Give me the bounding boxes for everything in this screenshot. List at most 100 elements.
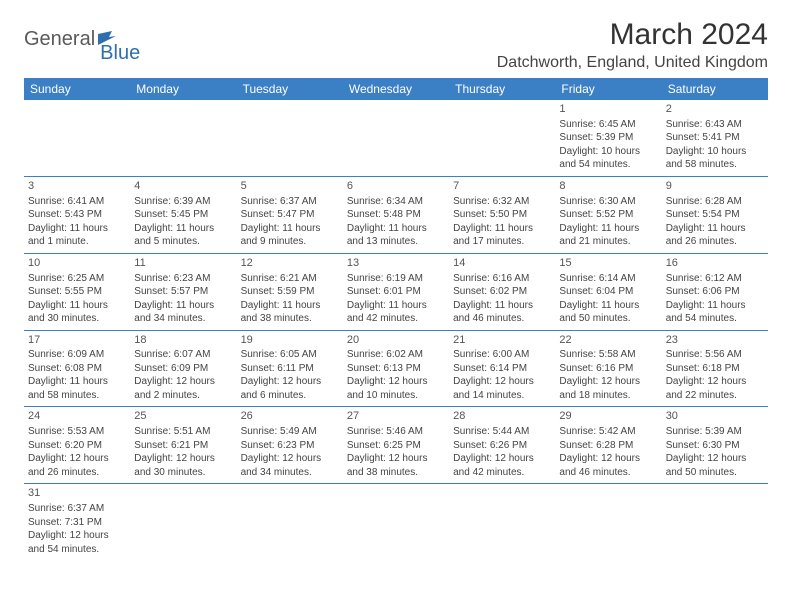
day-number: 29 (559, 409, 657, 424)
calendar-cell: 15Sunrise: 6:14 AMSunset: 6:04 PMDayligh… (555, 253, 661, 330)
sunset-text: Sunset: 6:25 PM (347, 439, 445, 453)
calendar-cell: 17Sunrise: 6:09 AMSunset: 6:08 PMDayligh… (24, 330, 130, 407)
calendar-cell: 8Sunrise: 6:30 AMSunset: 5:52 PMDaylight… (555, 176, 661, 253)
daylight-text: Daylight: 11 hours and 50 minutes. (559, 299, 657, 326)
calendar-cell: 28Sunrise: 5:44 AMSunset: 6:26 PMDayligh… (449, 407, 555, 484)
day-number: 18 (134, 333, 232, 348)
sunrise-text: Sunrise: 6:34 AM (347, 195, 445, 209)
day-number: 15 (559, 256, 657, 271)
day-number: 11 (134, 256, 232, 271)
sunrise-text: Sunrise: 5:51 AM (134, 425, 232, 439)
daylight-text: Daylight: 12 hours and 38 minutes. (347, 452, 445, 479)
calendar-cell: 20Sunrise: 6:02 AMSunset: 6:13 PMDayligh… (343, 330, 449, 407)
day-number: 23 (666, 333, 764, 348)
calendar-cell (343, 100, 449, 176)
sunrise-text: Sunrise: 5:58 AM (559, 348, 657, 362)
day-number: 13 (347, 256, 445, 271)
day-number: 21 (453, 333, 551, 348)
sunrise-text: Sunrise: 6:28 AM (666, 195, 764, 209)
calendar-cell: 5Sunrise: 6:37 AMSunset: 5:47 PMDaylight… (237, 176, 343, 253)
calendar-cell: 10Sunrise: 6:25 AMSunset: 5:55 PMDayligh… (24, 253, 130, 330)
day-number: 12 (241, 256, 339, 271)
daylight-text: Daylight: 11 hours and 58 minutes. (28, 375, 126, 402)
calendar-cell (237, 100, 343, 176)
sunset-text: Sunset: 5:47 PM (241, 208, 339, 222)
daylight-text: Daylight: 12 hours and 6 minutes. (241, 375, 339, 402)
calendar-row: 24Sunrise: 5:53 AMSunset: 6:20 PMDayligh… (24, 407, 768, 484)
calendar-cell: 1Sunrise: 6:45 AMSunset: 5:39 PMDaylight… (555, 100, 661, 176)
sunset-text: Sunset: 6:09 PM (134, 362, 232, 376)
sunset-text: Sunset: 6:13 PM (347, 362, 445, 376)
sunrise-text: Sunrise: 6:02 AM (347, 348, 445, 362)
daylight-text: Daylight: 11 hours and 1 minute. (28, 222, 126, 249)
calendar-cell: 11Sunrise: 6:23 AMSunset: 5:57 PMDayligh… (130, 253, 236, 330)
sunset-text: Sunset: 5:41 PM (666, 131, 764, 145)
daylight-text: Daylight: 12 hours and 54 minutes. (28, 529, 126, 556)
daylight-text: Daylight: 11 hours and 5 minutes. (134, 222, 232, 249)
day-number: 17 (28, 333, 126, 348)
calendar-cell: 27Sunrise: 5:46 AMSunset: 6:25 PMDayligh… (343, 407, 449, 484)
day-number: 20 (347, 333, 445, 348)
sunrise-text: Sunrise: 6:23 AM (134, 272, 232, 286)
sunset-text: Sunset: 5:43 PM (28, 208, 126, 222)
sunrise-text: Sunrise: 6:25 AM (28, 272, 126, 286)
sunrise-text: Sunrise: 5:39 AM (666, 425, 764, 439)
sunrise-text: Sunrise: 6:09 AM (28, 348, 126, 362)
sunrise-text: Sunrise: 6:45 AM (559, 118, 657, 132)
day-number: 10 (28, 256, 126, 271)
calendar-cell (24, 100, 130, 176)
calendar-cell (237, 484, 343, 560)
calendar-cell: 25Sunrise: 5:51 AMSunset: 6:21 PMDayligh… (130, 407, 236, 484)
day-number: 8 (559, 179, 657, 194)
calendar-cell (662, 484, 768, 560)
day-header: Friday (555, 78, 661, 100)
calendar-row: 31Sunrise: 6:37 AMSunset: 7:31 PMDayligh… (24, 484, 768, 560)
day-number: 27 (347, 409, 445, 424)
calendar-row: 1Sunrise: 6:45 AMSunset: 5:39 PMDaylight… (24, 100, 768, 176)
logo-text-blue: Blue (100, 42, 140, 65)
sunset-text: Sunset: 6:28 PM (559, 439, 657, 453)
sunset-text: Sunset: 6:30 PM (666, 439, 764, 453)
sunset-text: Sunset: 5:57 PM (134, 285, 232, 299)
daylight-text: Daylight: 11 hours and 13 minutes. (347, 222, 445, 249)
calendar-cell (130, 484, 236, 560)
calendar-cell: 29Sunrise: 5:42 AMSunset: 6:28 PMDayligh… (555, 407, 661, 484)
calendar-cell: 30Sunrise: 5:39 AMSunset: 6:30 PMDayligh… (662, 407, 768, 484)
sunset-text: Sunset: 5:54 PM (666, 208, 764, 222)
daylight-text: Daylight: 11 hours and 30 minutes. (28, 299, 126, 326)
sunrise-text: Sunrise: 6:12 AM (666, 272, 764, 286)
sunset-text: Sunset: 5:48 PM (347, 208, 445, 222)
day-number: 4 (134, 179, 232, 194)
sunrise-text: Sunrise: 6:41 AM (28, 195, 126, 209)
day-number: 19 (241, 333, 339, 348)
daylight-text: Daylight: 12 hours and 30 minutes. (134, 452, 232, 479)
calendar-cell: 31Sunrise: 6:37 AMSunset: 7:31 PMDayligh… (24, 484, 130, 560)
day-number: 5 (241, 179, 339, 194)
day-header: Monday (130, 78, 236, 100)
day-number: 7 (453, 179, 551, 194)
sunrise-text: Sunrise: 5:49 AM (241, 425, 339, 439)
calendar-cell (130, 100, 236, 176)
calendar-cell (449, 484, 555, 560)
sunset-text: Sunset: 6:26 PM (453, 439, 551, 453)
daylight-text: Daylight: 11 hours and 17 minutes. (453, 222, 551, 249)
title-block: March 2024 Datchworth, England, United K… (497, 18, 768, 72)
calendar-cell: 9Sunrise: 6:28 AMSunset: 5:54 PMDaylight… (662, 176, 768, 253)
daylight-text: Daylight: 12 hours and 34 minutes. (241, 452, 339, 479)
day-number: 14 (453, 256, 551, 271)
daylight-text: Daylight: 12 hours and 50 minutes. (666, 452, 764, 479)
sunset-text: Sunset: 6:14 PM (453, 362, 551, 376)
calendar-row: 17Sunrise: 6:09 AMSunset: 6:08 PMDayligh… (24, 330, 768, 407)
logo: General Blue (24, 18, 158, 51)
sunrise-text: Sunrise: 6:14 AM (559, 272, 657, 286)
header: General Blue March 2024 Datchworth, Engl… (24, 18, 768, 72)
sunrise-text: Sunrise: 6:07 AM (134, 348, 232, 362)
calendar-cell: 2Sunrise: 6:43 AMSunset: 5:41 PMDaylight… (662, 100, 768, 176)
day-number: 22 (559, 333, 657, 348)
sunset-text: Sunset: 5:52 PM (559, 208, 657, 222)
sunrise-text: Sunrise: 6:05 AM (241, 348, 339, 362)
sunrise-text: Sunrise: 6:32 AM (453, 195, 551, 209)
sunset-text: Sunset: 5:55 PM (28, 285, 126, 299)
sunset-text: Sunset: 7:31 PM (28, 516, 126, 530)
day-number: 16 (666, 256, 764, 271)
